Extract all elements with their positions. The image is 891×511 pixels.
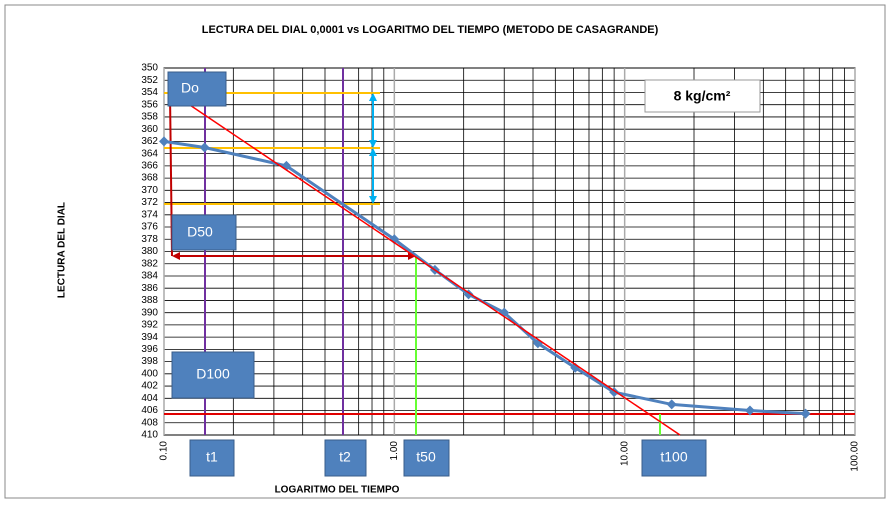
load-box (644, 79, 761, 113)
y-tick-label: 362 (141, 136, 158, 147)
marker (570, 362, 581, 373)
y-tick-label: 360 (141, 124, 158, 135)
marker (199, 142, 210, 153)
marker (744, 405, 755, 416)
x-tick-label: 100.00 (850, 441, 861, 472)
chart-title: LECTURA DEL DIAL 0,0001 vs LOGARITMO DEL… (202, 24, 659, 36)
t50-label: t50 (416, 449, 436, 465)
y-tick-label: 352 (141, 75, 158, 86)
load-label: 8 kg/cm² (674, 88, 731, 104)
d50-label: D50 (187, 224, 213, 240)
x-tick-label: 0.10 (159, 441, 170, 461)
marker (159, 136, 169, 147)
t100-box (641, 439, 707, 477)
marker (800, 408, 811, 419)
tangent-line (174, 94, 681, 436)
y-tick-label: 392 (141, 320, 158, 331)
y-tick-label: 384 (141, 271, 158, 282)
marker (666, 399, 677, 410)
y-tick-label: 374 (141, 209, 158, 220)
y-axis-label: LECTURA DEL DIAL (57, 202, 68, 298)
x-axis-label: LOGARITMO DEL TIEMPO (275, 485, 400, 496)
labels: Do D50 D100 t1 t2 t50 t100 (167, 71, 707, 477)
do-label: Do (181, 80, 199, 96)
t100-label: t100 (660, 449, 687, 465)
y-tick-label: 380 (141, 246, 158, 257)
y-tick-label: 354 (141, 87, 158, 98)
y-tick-label: 350 (141, 63, 158, 74)
y-tick-label: 404 (141, 393, 158, 404)
t2-label: t2 (339, 449, 351, 465)
y-tick-label: 366 (141, 161, 158, 172)
y-tick-label: 356 (141, 99, 158, 110)
y-tick-label: 406 (141, 405, 158, 416)
y-tick-label: 358 (141, 112, 158, 123)
y-tick-label: 388 (141, 295, 158, 306)
d50-box (171, 214, 237, 251)
y-tick-label: 364 (141, 148, 158, 159)
d100-label: D100 (196, 366, 230, 382)
t2-box (324, 439, 367, 477)
x-tick-label: 10.00 (619, 441, 630, 466)
t1-box (189, 439, 235, 477)
y-tick-label: 400 (141, 368, 158, 379)
x-tick-label: 1.00 (389, 441, 400, 461)
y-tick-label: 396 (141, 344, 158, 355)
y-tick-label: 410 (141, 430, 158, 441)
y-tick-label: 408 (141, 417, 158, 428)
y-tick-label: 378 (141, 234, 158, 245)
y-tick-label: 402 (141, 381, 158, 392)
y-tick-label: 386 (141, 283, 158, 294)
y-tick-label: 370 (141, 185, 158, 196)
y-tick-label: 376 (141, 222, 158, 233)
y-tick-label: 390 (141, 307, 158, 318)
y-tick-label: 398 (141, 356, 158, 367)
y-tick-label: 368 (141, 173, 158, 184)
y-tick-label: 372 (141, 197, 158, 208)
do-box (167, 71, 227, 107)
t50-box (403, 439, 450, 477)
t1-label: t1 (206, 449, 218, 465)
d100-box (171, 351, 255, 399)
y-tick-label: 382 (141, 258, 158, 269)
y-tick-label: 394 (141, 332, 158, 343)
